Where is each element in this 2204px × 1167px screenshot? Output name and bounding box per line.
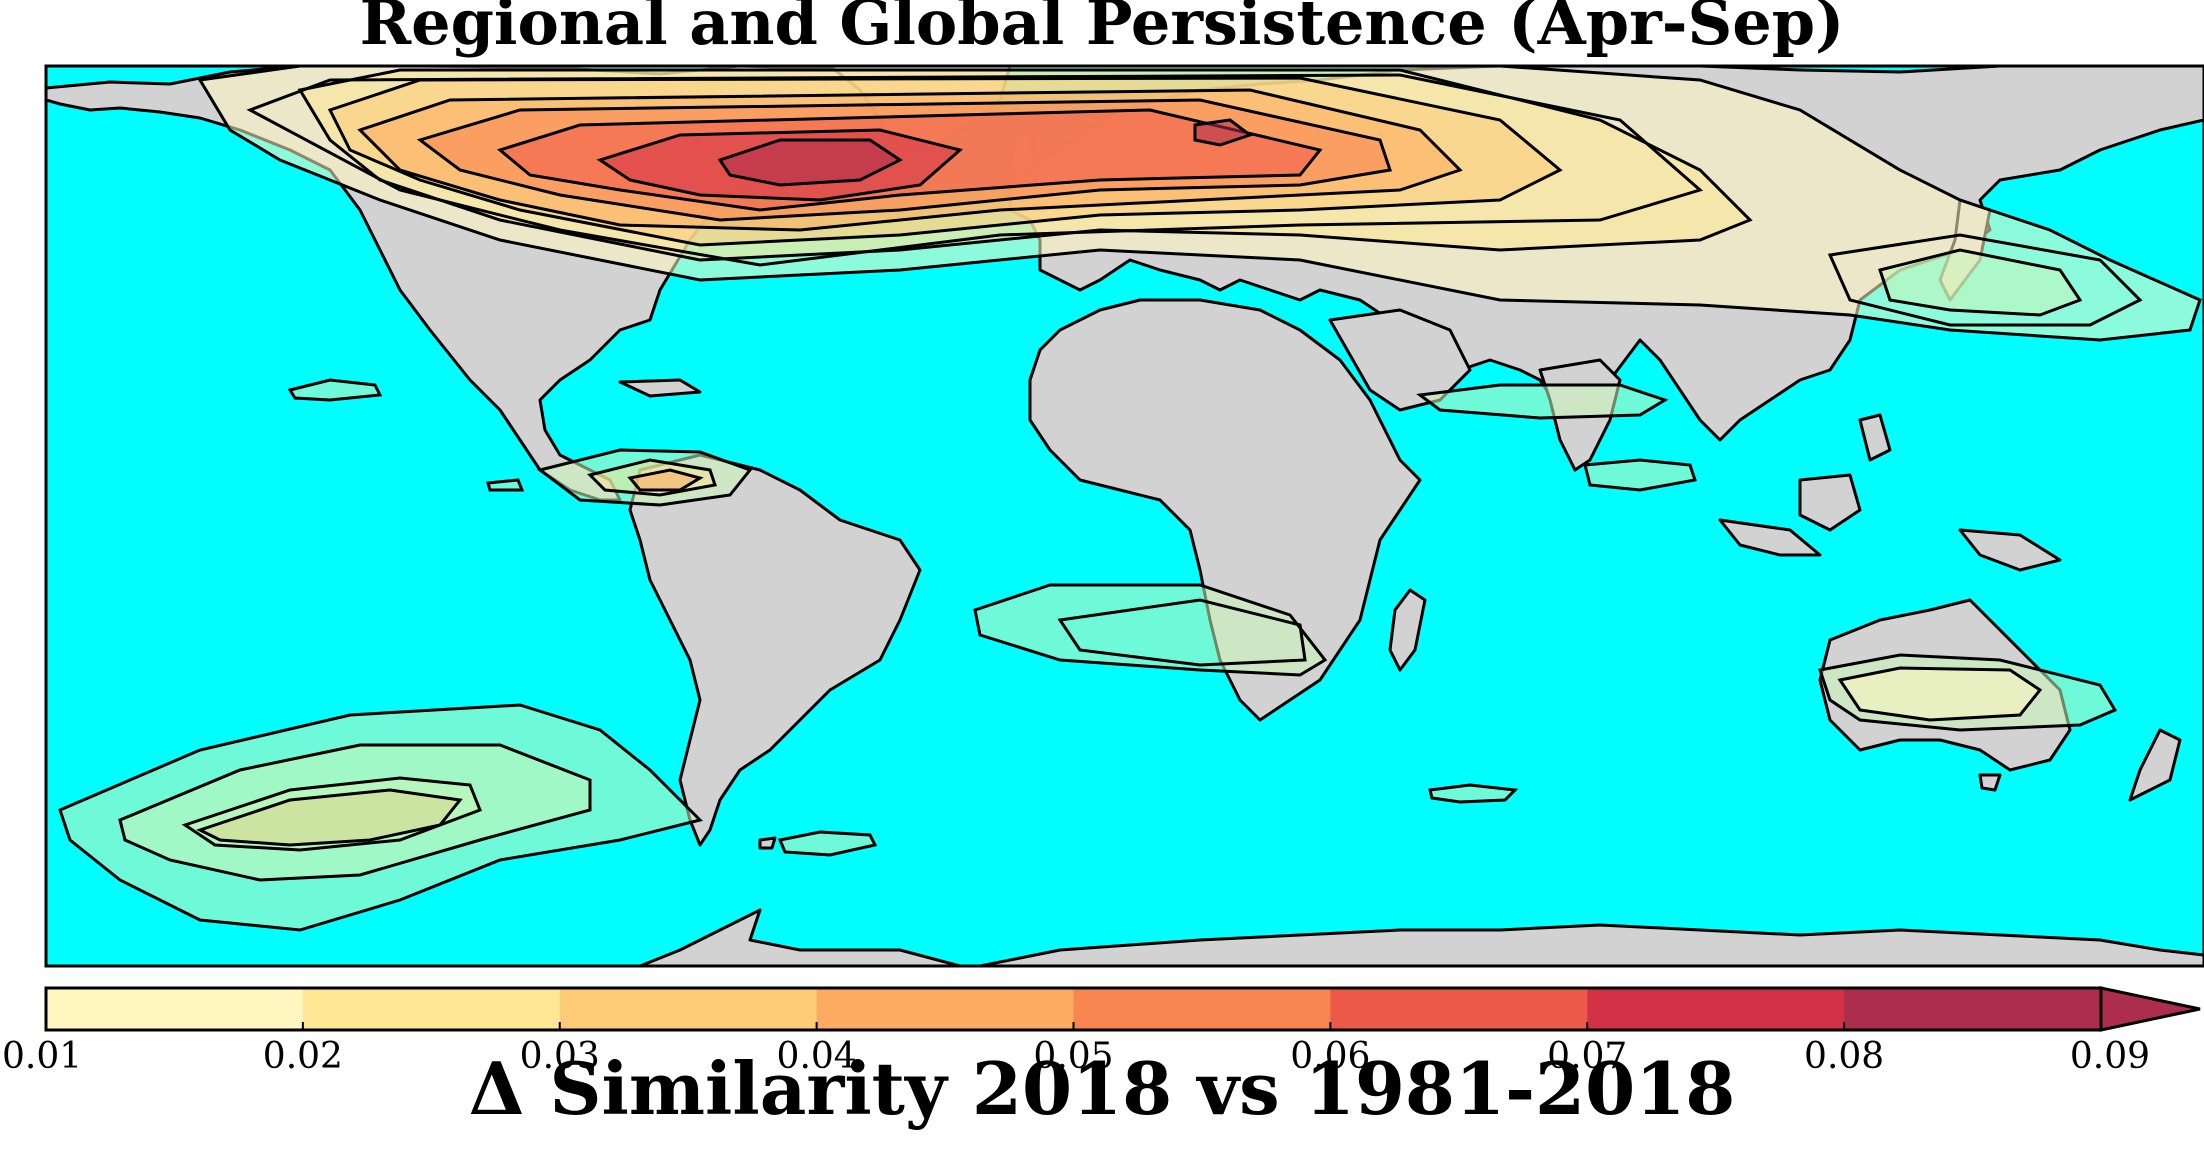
colorbar-tick-label: 0.05 [1033, 1036, 1113, 1077]
colorbar-label: Δ Similarity 2018 vs 1981-2018 [468, 1046, 1736, 1131]
contour-caribbean-inner [627, 468, 704, 492]
colorbar-band [1587, 988, 1845, 1030]
contour-indian-small [1428, 783, 1519, 804]
land-madagascar [1388, 588, 1427, 672]
colorbar-tick-label: 0.04 [777, 1036, 857, 1077]
land-falklands [758, 836, 777, 850]
colorbar-tick-label: 0.08 [1804, 1036, 1884, 1077]
colorbar-tick-label: 0.06 [1290, 1036, 1370, 1077]
map-frame [44, 64, 2204, 968]
land-new-zealand [2128, 728, 2182, 802]
colorbar-band [1844, 988, 2102, 1030]
contour-band-0.08-b [1193, 118, 1254, 147]
contour-bay-of-bengal [1583, 458, 1697, 492]
land-indonesia [1718, 518, 1822, 557]
contour-south-atlantic [973, 583, 1328, 677]
land-africa [1028, 298, 1422, 722]
land-caribbean [618, 378, 702, 398]
colorbar-ticks: 0.01 0.02 0.03 0.04 0.05 0.06 0.07 0.08 0.09 [2, 1022, 2150, 1077]
contour-east-asia-inner [1878, 248, 2083, 317]
land-borneo [1798, 473, 1862, 532]
contour-pacific-dot [486, 478, 525, 492]
colorbar-band [1073, 988, 1331, 1030]
contour-fills [58, 66, 2202, 932]
contour-arabian [1416, 383, 1669, 420]
colorbar-extend-arrow [2099, 986, 2201, 1032]
colorbar-tick-label: 0.01 [2, 1036, 82, 1077]
contour-south-pacific-4 [196, 788, 463, 847]
contour-lines [246, 73, 2143, 667]
colorbar-band [302, 988, 561, 1030]
map-title: Regional and Global Persistence (Apr-Sep… [359, 0, 1845, 59]
colorbar-band [816, 988, 1074, 1030]
colorbar-tick-label: 0.09 [2070, 1036, 2150, 1077]
land-tasmania [1978, 773, 2002, 792]
land-antarctica [638, 908, 962, 966]
colorbar-bands [46, 988, 2102, 1030]
land-new-guinea [1958, 528, 2062, 572]
land-arabia [1328, 308, 1472, 412]
land-antarctica-east [978, 923, 2204, 966]
contour-australia-inner [1837, 666, 2043, 722]
colorbar-tick-label: 0.07 [1547, 1036, 1627, 1077]
colorbar-tick-label: 0.02 [263, 1036, 343, 1077]
contour-band-0.08 [717, 138, 903, 187]
colorbar-tick-label: 0.03 [520, 1036, 600, 1077]
land-philippines [1858, 413, 1892, 462]
colorbar-band [559, 988, 818, 1030]
colorbar-band [1330, 988, 1588, 1030]
contour-pacific-small [287, 378, 383, 402]
colorbar-band [46, 988, 304, 1030]
land-south-america [628, 453, 922, 847]
contour-south-atlantic-small [777, 830, 878, 857]
